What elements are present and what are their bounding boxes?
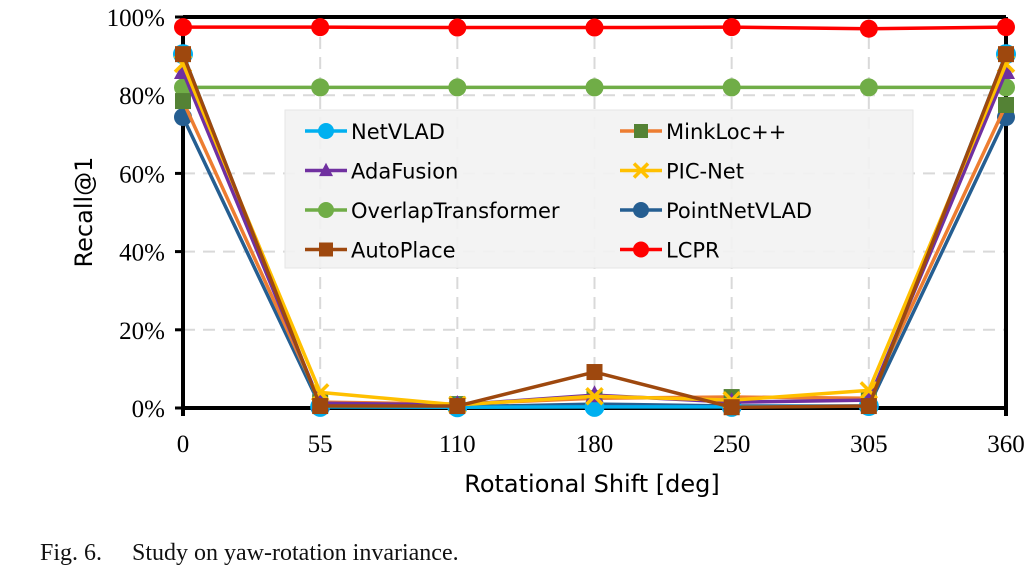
- legend-item-adafusion: AdaFusion: [305, 160, 458, 184]
- figure-number: Fig. 6.: [40, 540, 103, 566]
- legend-marker: [319, 162, 333, 177]
- legend-marker: [318, 202, 334, 218]
- data-point-lcpr: [859, 19, 878, 38]
- data-point-lcpr: [174, 18, 192, 37]
- y-axis-title: Recall@1: [70, 157, 98, 268]
- data-point-autoplace: [723, 399, 740, 416]
- data-point-overlaptransformer: [311, 78, 330, 97]
- x-tick-label: 305: [850, 431, 888, 458]
- legend-item-pic-net: PIC-Net: [620, 160, 744, 184]
- y-tick-label: 100%: [107, 5, 165, 32]
- legend-label: MinkLoc++: [666, 120, 786, 144]
- y-axis-ticks: 0% 20% 40% 60% 80% 100%: [107, 5, 183, 423]
- legend-item-lcpr: LCPR: [620, 239, 720, 263]
- data-point-autoplace: [998, 46, 1014, 63]
- data-point-autoplace: [312, 398, 329, 415]
- legend-marker: [633, 202, 649, 218]
- series-overlaptransformer: [174, 78, 1015, 97]
- data-point-minkloc-: [998, 96, 1014, 113]
- data-point-lcpr: [448, 18, 467, 37]
- legend-marker: [319, 242, 333, 257]
- x-tick-label: 250: [713, 431, 751, 458]
- x-tick-label: 360: [987, 431, 1024, 458]
- legend-label: PointNetVLAD: [666, 199, 812, 223]
- series-lcpr: [174, 18, 1015, 38]
- legend-marker: [633, 241, 649, 258]
- series-group: [173, 18, 1016, 418]
- legend-marker: [632, 162, 650, 179]
- data-point-lcpr: [997, 18, 1015, 37]
- data-point-overlaptransformer: [859, 78, 878, 97]
- legend-item-overlaptransformer: OverlapTransformer: [305, 199, 560, 223]
- legend-label: AdaFusion: [351, 160, 458, 184]
- data-point-autoplace: [586, 364, 603, 381]
- legend-items: NetVLAD MinkLoc++ AdaFusion PIC-Net OverlapT…: [305, 120, 812, 263]
- data-point-autoplace: [175, 46, 191, 63]
- data-point-autoplace: [449, 398, 466, 415]
- figure-caption: Fig. 6. Study on yaw-rotation invariance…: [40, 540, 459, 567]
- y-tick-label: 60%: [119, 161, 165, 188]
- legend-marker: [318, 123, 334, 139]
- x-tick-label: 180: [576, 431, 614, 458]
- legend-label: LCPR: [666, 239, 720, 263]
- y-tick-label: 0%: [132, 396, 165, 423]
- legend-label: NetVLAD: [351, 120, 445, 144]
- y-tick-label: 80%: [119, 83, 165, 110]
- y-tick-label: 20%: [119, 318, 165, 345]
- legend-marker: [634, 124, 648, 138]
- x-tick-label: 0: [177, 431, 190, 458]
- data-point-lcpr: [722, 18, 741, 37]
- caption-text: Study on yaw-rotation invariance.: [132, 540, 459, 566]
- data-point-lcpr: [585, 18, 604, 37]
- x-tick-label: 55: [308, 431, 333, 458]
- legend-box: [284, 109, 914, 269]
- data-point-pic-net: [585, 387, 604, 406]
- data-point-pic-net: [310, 383, 330, 402]
- x-axis-ticks: 0 55 110 180 250 305 360: [177, 431, 1024, 458]
- x-axis-title: Rotational Shift [deg]: [464, 470, 720, 498]
- data-point-minkloc-: [175, 93, 191, 110]
- legend-label: PIC-Net: [666, 160, 744, 184]
- legend-item-autoplace: AutoPlace: [305, 239, 456, 263]
- legend-label: OverlapTransformer: [351, 199, 560, 223]
- data-point-overlaptransformer: [722, 78, 741, 97]
- data-point-overlaptransformer: [448, 78, 467, 97]
- y-tick-label: 40%: [119, 240, 165, 267]
- data-point-autoplace: [860, 398, 877, 415]
- legend-item-netvlad: NetVLAD: [305, 120, 445, 144]
- data-point-lcpr: [311, 18, 330, 37]
- x-tick-label: 110: [439, 431, 476, 458]
- data-point-overlaptransformer: [585, 78, 604, 97]
- legend-item-pointnetvlad: PointNetVLAD: [620, 199, 812, 223]
- legend: [284, 109, 914, 269]
- legend-label: AutoPlace: [351, 239, 456, 263]
- series-autoplace: [175, 46, 1014, 416]
- legend-item-minkloc-: MinkLoc++: [620, 120, 786, 144]
